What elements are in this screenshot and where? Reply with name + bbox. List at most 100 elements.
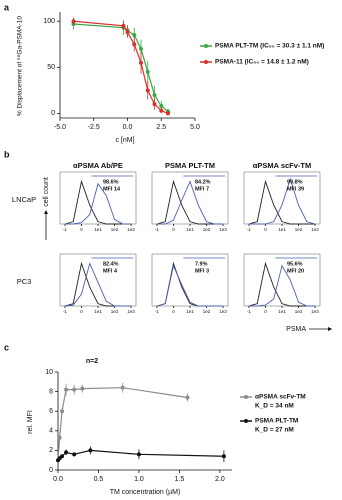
point [136,452,141,457]
annotation: 95.6% [287,261,303,267]
row-label: LNCaP [12,195,36,204]
legend-label: αPSMA scFv-TM [255,394,306,401]
y-tick-label: 8 [49,388,53,395]
x-tick-label: 1e3 [219,309,227,314]
panel-frame [59,171,137,225]
legend-marker [204,60,208,64]
annotation: 98.6% [103,179,119,185]
x-tick-label: 0.0 [53,476,63,483]
histogram-curve [248,261,316,307]
histogram-curve [156,179,224,225]
legend-marker [244,419,248,423]
x-tick-label: 1e2 [203,309,211,314]
annotation: MFI 3 [195,268,209,274]
x-tick-label: 1e2 [111,227,119,232]
point [80,386,85,391]
x-tick-label: 0 [264,227,267,232]
histogram-curve [64,262,132,307]
x-tick-label: 0.0 [123,124,133,131]
y-tick-label: 0 [51,110,55,117]
chart-title: n=2 [86,358,98,365]
legend-marker [204,44,208,48]
annotation: MFI 39 [287,186,304,192]
y-tick-label: 100 [43,18,55,25]
y-tick-label: 0 [49,467,53,474]
panel-letter: b [4,149,10,159]
x-axis-title: TM concentration (µM) [110,489,181,496]
x-tick-label: 1e1 [278,309,286,314]
panel-frame [243,171,321,225]
x-tick-label: 1e3 [311,227,319,232]
point [139,60,143,65]
x-tick-label: 1e1 [94,309,102,314]
x-tick-label: 1.0 [134,476,144,483]
y-tick-label: 10 [45,369,53,376]
histogram-curve [64,182,132,225]
x-tick-label: -1 [155,227,159,232]
x-tick-label: -1 [247,227,251,232]
x-tick-label: 2.5 [156,124,166,131]
panel-frame [59,253,137,307]
x-tick-label: 1e2 [295,227,303,232]
point [185,395,190,400]
y-tick-label: 50 [47,64,55,71]
x-tick-label: 1.5 [175,476,185,483]
x-tick-label: -5.0 [54,124,66,131]
x-tick-label: 0 [172,227,175,232]
x-tick-label: 1e3 [127,227,135,232]
histogram-curve [156,264,224,307]
column-title: PSMA PLT-TM [165,161,215,170]
point [71,19,76,24]
point [121,23,126,28]
histogram-curve [64,261,132,307]
x-tick-label: -1 [63,227,67,232]
x-tick-label: 1e3 [311,309,319,314]
legend-label: PSMA-11 (IC₅₀ = 14.8 ± 1.2 nM) [215,59,309,66]
annotation: 99.8% [287,179,303,185]
point [60,409,65,414]
point [57,435,62,440]
legend-label: PSMA PLT-TM (IC₅₀ = 30.3 ± 1.1 nM) [215,43,324,50]
legend-sublabel: K_D = 27 nM [255,427,294,434]
point [64,450,69,455]
point [152,92,157,97]
y-axis-title: rel. MFI [27,410,34,434]
annotation: MFI 20 [287,268,304,274]
series-line [57,387,188,461]
x-tick-label: -2.5 [88,124,100,131]
point [120,385,125,390]
x-tick-label: -1 [63,309,67,314]
annotation: 7.9% [195,261,208,267]
column-title: αPSMA Ab/PE [73,161,123,170]
x-tick-label: -1 [247,309,251,314]
x-tick-label: 2.0 [215,476,225,483]
y-tick-label: 4 [49,428,53,435]
row-label: PC3 [17,277,32,286]
y-axis-title: cell count [43,177,50,207]
point [139,46,143,51]
point [145,69,150,74]
annotation: MFI 14 [103,186,121,192]
x-tick-label: 0 [80,309,83,314]
histogram-curve [248,177,316,225]
point [88,448,93,453]
annotation: 84.2% [195,179,211,185]
histogram-curve [248,264,316,307]
histogram-curve [64,179,132,225]
x-tick-label: -1 [155,309,159,314]
annotation: MFI 4 [103,268,118,274]
point [72,452,77,457]
column-title: αPSMA scFv-TM [253,161,312,170]
panel-frame [243,253,321,307]
series-line [73,20,169,114]
point [221,454,226,459]
x-tick-label: 0 [80,227,83,232]
point [72,387,77,392]
point [132,42,137,47]
histogram-curve [156,180,224,225]
arrow-head [328,327,332,331]
x-tick-label: 5.0 [190,124,200,131]
x-tick-label: 1e1 [186,309,194,314]
y-tick-label: 2 [49,447,53,454]
